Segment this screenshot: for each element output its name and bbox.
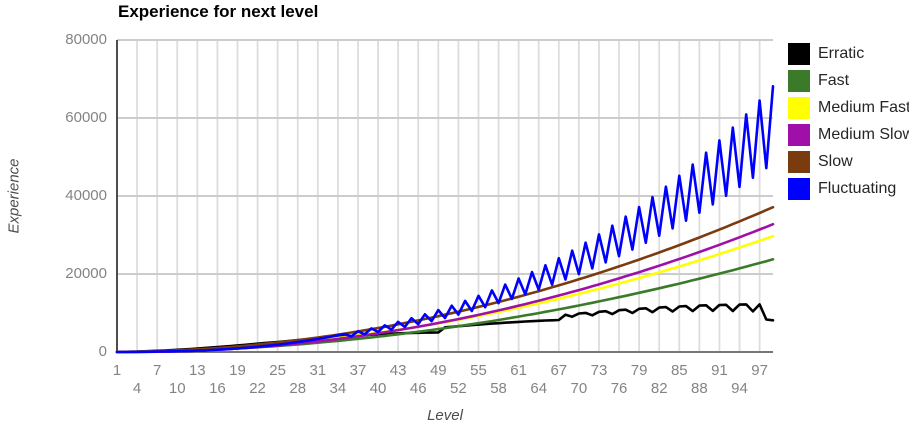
legend-label: Erratic xyxy=(818,45,865,62)
legend-label: Medium Fast xyxy=(818,99,909,116)
x-tick-label: 94 xyxy=(731,380,748,397)
x-tick-label: 4 xyxy=(132,380,142,397)
legend-swatch-fast xyxy=(788,70,810,92)
legend-item: Erratic xyxy=(788,43,909,65)
x-tick-label: 28 xyxy=(289,380,307,397)
legend-swatch-medium-fast xyxy=(788,97,810,119)
x-tick-label: 82 xyxy=(650,380,668,397)
y-tick-label: 0 xyxy=(98,343,107,360)
series-line-medium-slow xyxy=(115,222,775,354)
x-tick-label: 49 xyxy=(429,362,447,379)
x-tick-label: 13 xyxy=(188,362,206,379)
x-tick-label: 40 xyxy=(369,380,387,397)
y-tick-label: 80000 xyxy=(65,31,107,48)
x-tick-label: 85 xyxy=(670,362,688,379)
x-tick-label: 22 xyxy=(249,380,266,397)
x-tick-label: 88 xyxy=(691,380,708,397)
legend-item: Medium Fast xyxy=(788,97,909,119)
x-tick-label: 55 xyxy=(470,362,487,379)
legend-item: Fluctuating xyxy=(788,178,909,200)
x-tick-label: 34 xyxy=(329,380,347,397)
x-tick-label: 31 xyxy=(309,362,327,379)
x-tick-label: 58 xyxy=(490,380,507,397)
x-tick-label: 70 xyxy=(570,380,588,397)
x-tick-label: 10 xyxy=(168,380,186,397)
legend-label: Fast xyxy=(818,72,850,89)
legend-label: Fluctuating xyxy=(818,180,897,197)
legend-swatch-erratic xyxy=(788,43,810,65)
x-tick-label: 91 xyxy=(711,362,728,379)
x-tick-label: 79 xyxy=(630,362,648,379)
legend-label: Slow xyxy=(818,153,853,170)
x-tick-label: 67 xyxy=(550,362,568,379)
x-tick-label: 16 xyxy=(209,380,226,397)
x-tick-label: 76 xyxy=(610,380,628,397)
x-tick-label: 25 xyxy=(269,362,286,379)
y-tick-label: 40000 xyxy=(65,187,107,204)
series-line-slow xyxy=(115,205,775,354)
x-tick-label: 97 xyxy=(751,362,768,379)
legend-item: Medium Slow xyxy=(788,124,909,146)
legend: Erratic Fast Medium Fast Medium Slow Slow Flu… xyxy=(788,43,909,200)
x-tick-label: 73 xyxy=(590,362,608,379)
legend-item: Fast xyxy=(788,70,909,92)
series-line-medium-fast xyxy=(115,234,775,354)
legend-swatch-slow xyxy=(788,151,810,173)
x-tick-label: 7 xyxy=(152,362,162,379)
legend-item: Slow xyxy=(788,151,909,173)
x-axis-title: Level xyxy=(427,407,463,424)
x-tick-label: 43 xyxy=(389,362,407,379)
y-tick-label: 60000 xyxy=(65,109,107,126)
x-tick-label: 1 xyxy=(112,362,122,379)
x-tick-label: 46 xyxy=(409,380,427,397)
series-line-fluctuating xyxy=(115,85,775,354)
chart-title: Experience for next level xyxy=(118,2,319,21)
x-tick-label: 52 xyxy=(450,380,467,397)
legend-label: Medium Slow xyxy=(818,126,909,143)
x-tick-label: 64 xyxy=(530,380,548,397)
legend-swatch-fluctuating xyxy=(788,178,810,200)
y-tick-label: 20000 xyxy=(65,265,107,282)
x-tick-label: 61 xyxy=(510,362,527,379)
x-tick-label: 19 xyxy=(229,362,246,379)
y-axis-title: Experience xyxy=(5,158,23,234)
x-tick-label: 37 xyxy=(349,362,367,379)
legend-swatch-medium-slow xyxy=(788,124,810,146)
